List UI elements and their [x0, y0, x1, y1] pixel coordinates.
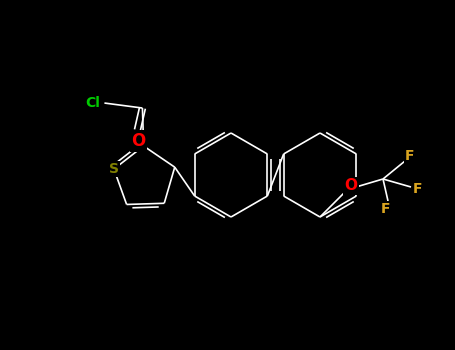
Text: S: S: [109, 162, 119, 176]
Text: O: O: [344, 178, 358, 194]
Text: Cl: Cl: [85, 96, 100, 110]
Text: F: F: [413, 182, 423, 196]
Text: F: F: [405, 149, 415, 163]
Text: F: F: [380, 202, 390, 216]
Text: O: O: [131, 132, 146, 150]
